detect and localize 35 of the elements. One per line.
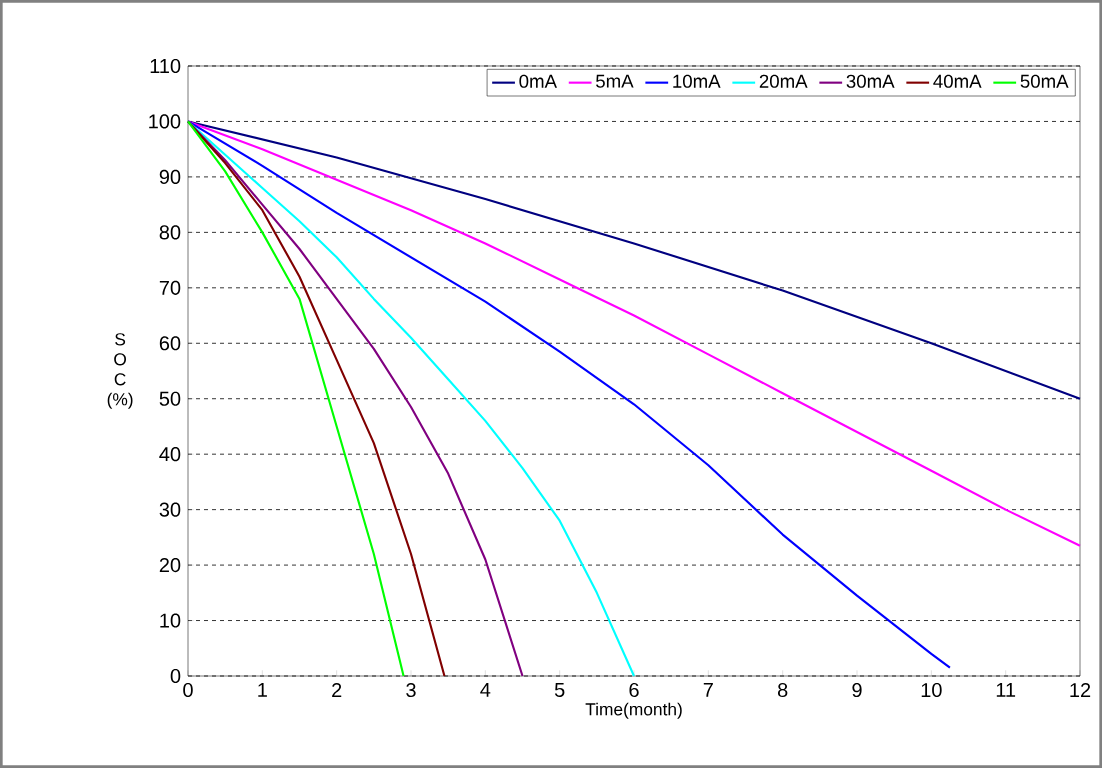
x-tick-label: 7 xyxy=(703,682,713,697)
y-tick-label: 60 xyxy=(159,336,181,351)
x-tick-label: 6 xyxy=(629,682,639,698)
line-series xyxy=(186,120,405,678)
x-tick-label: 10 xyxy=(921,682,942,698)
x-tick-label: 9 xyxy=(852,682,862,698)
y-tick-label: 30 xyxy=(159,502,181,517)
x-tick-label: 11 xyxy=(996,682,1016,697)
x-tick-label: 1 xyxy=(258,682,267,697)
x-tick-label: 0 xyxy=(183,682,193,698)
y-tick-label: 50 xyxy=(159,391,181,406)
y-tick-label: 0 xyxy=(170,668,181,684)
x-tick-label: 2 xyxy=(332,682,342,697)
y-tick-label: 90 xyxy=(159,169,181,184)
legend-label: 40mA xyxy=(933,74,982,88)
y-tick-label: 80 xyxy=(159,225,181,240)
y-tick-label: 70 xyxy=(159,280,181,295)
y-axis-title: S O C (%) xyxy=(107,333,133,409)
legend-label: 30mA xyxy=(846,74,895,88)
y-tick-label: 10 xyxy=(160,613,181,628)
y-tick-label: 100 xyxy=(149,114,181,129)
legend-label: 20mA xyxy=(759,74,808,88)
legend-label: 0mA xyxy=(519,74,558,88)
x-tick-label: 12 xyxy=(1070,682,1091,697)
x-axis-title: Time(month) xyxy=(585,702,682,719)
x-tick-label: 8 xyxy=(777,682,788,698)
legend-label: 5mA xyxy=(596,74,634,88)
x-tick-label: 5 xyxy=(554,682,565,697)
legend-label: 10mA xyxy=(673,74,721,88)
y-tick-label: 20 xyxy=(159,558,181,573)
x-tick-label: 4 xyxy=(480,682,491,697)
legend-label: 50mA xyxy=(1020,74,1069,88)
x-tick-label: 3 xyxy=(406,682,416,698)
y-tick-label: 40 xyxy=(159,447,181,462)
y-tick-label: 110 xyxy=(150,58,181,74)
